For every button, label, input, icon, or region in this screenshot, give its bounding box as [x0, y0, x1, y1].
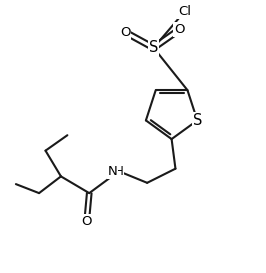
Text: Cl: Cl — [178, 5, 191, 18]
Text: N: N — [107, 165, 117, 178]
Text: S: S — [193, 113, 202, 128]
Text: H: H — [114, 165, 123, 178]
Text: O: O — [174, 23, 185, 36]
Text: S: S — [149, 40, 158, 55]
Text: O: O — [81, 215, 92, 228]
Text: O: O — [120, 26, 131, 39]
